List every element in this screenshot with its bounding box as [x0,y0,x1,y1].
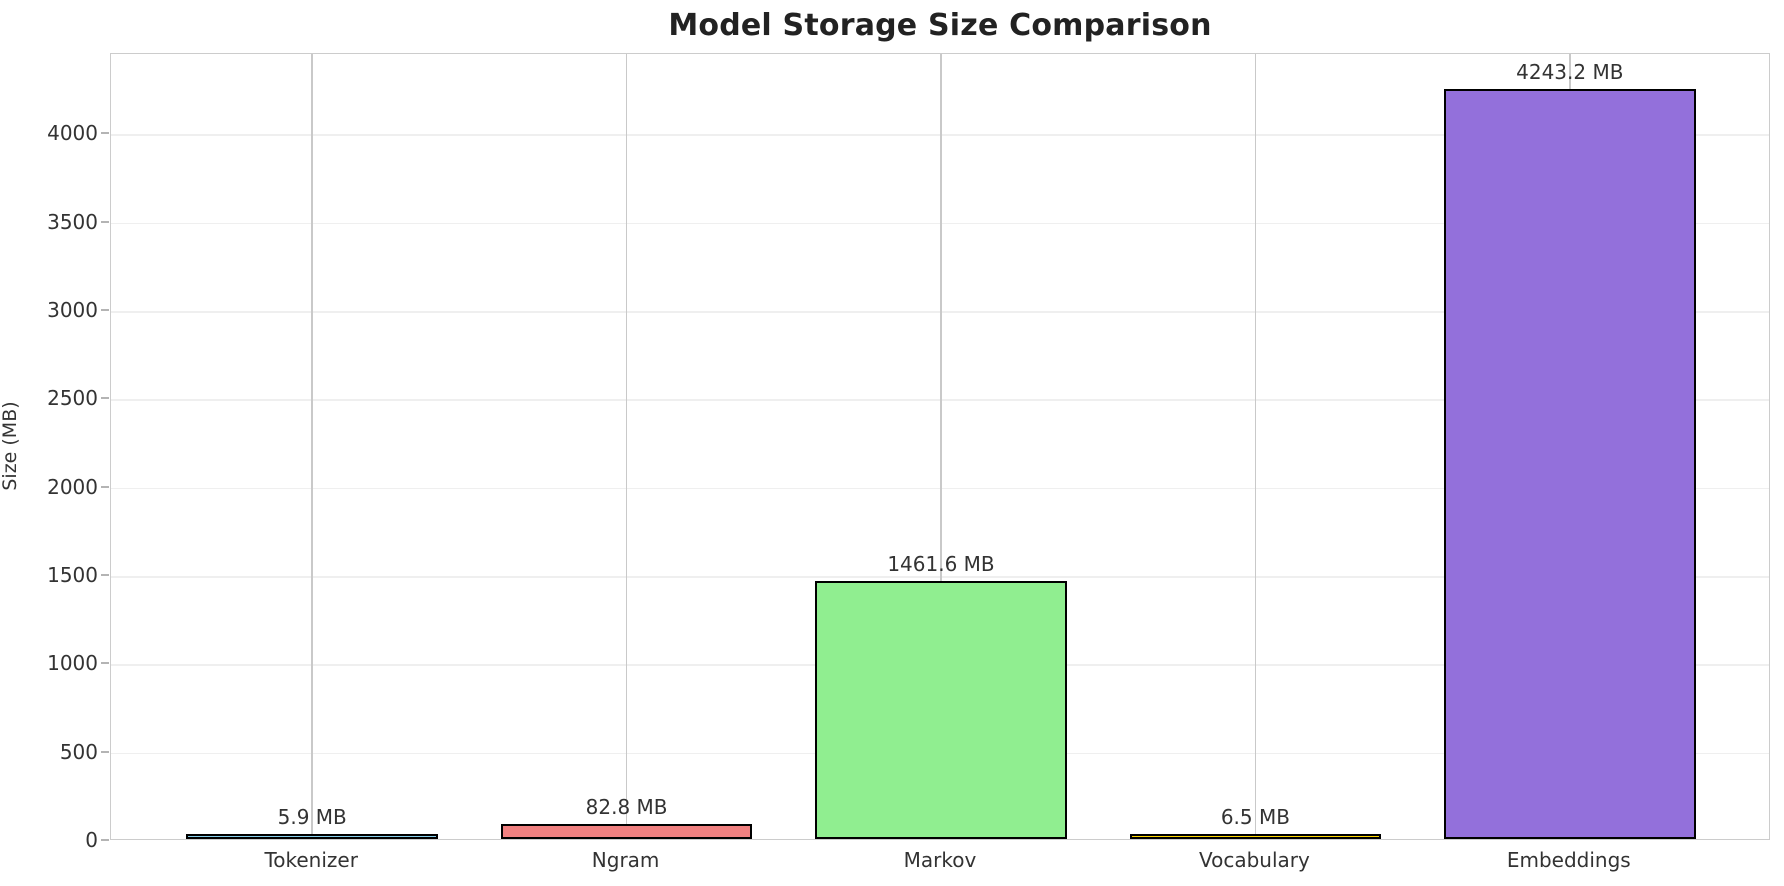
y-gridline [111,311,1769,313]
bar-embeddings [1444,89,1696,839]
y-tick-label: 3500 [47,209,98,234]
y-gridline [111,222,1769,225]
bar-value-label: 4243.2 MB [1516,60,1624,85]
x-tick-label: Vocabulary [1198,848,1310,872]
x-tick-label: Ngram [591,848,660,872]
x-gridline [311,54,313,839]
y-tick-mark [101,750,109,753]
y-tick-mark [101,839,109,841]
y-tick-label: 3000 [47,298,98,323]
plot-area: 5.9 MB 82.8 MB 1461.6 MB 6.5 MB 4243.2 MB [110,53,1770,840]
bar-value-label: 5.9 MB [277,805,347,829]
bar-tokenizer [186,834,438,839]
y-tick-mark [101,220,109,223]
bar-value-label: 6.5 MB [1220,805,1290,829]
chart-title: Model Storage Size Comparison [668,8,1212,43]
y-tick-label: 4000 [47,121,98,146]
y-tick-label: 2000 [47,474,98,499]
x-gridline [940,54,942,839]
y-gridline [111,487,1769,490]
x-tick-label: Markov [903,848,977,872]
x-tick-label: Embeddings [1506,848,1631,872]
x-gridline [1254,54,1257,839]
y-tick-label: 0 [85,828,98,852]
y-tick-label: 500 [59,739,98,764]
y-gridline [111,576,1769,578]
y-gridline [111,399,1769,401]
y-tick-mark [101,574,109,577]
y-tick-mark [101,309,109,312]
y-tick-mark [101,485,109,488]
y-tick-label: 1500 [47,563,98,588]
bar-vocabulary [1129,834,1382,839]
bar-value-label: 1461.6 MB [887,551,995,576]
y-tick-mark [101,132,109,135]
bar-markov [815,580,1067,839]
y-tick-mark [101,662,109,665]
bar-value-label: 82.8 MB [585,795,668,820]
y-axis-label: Size (MB) [0,401,21,491]
x-tick-label: Tokenizer [264,848,358,872]
y-tick-label: 1000 [47,651,98,676]
y-gridline [111,134,1769,136]
bar-ngram [500,824,753,839]
y-tick-label: 2500 [47,386,98,411]
x-gridline [625,54,628,839]
y-tick-mark [101,397,109,400]
